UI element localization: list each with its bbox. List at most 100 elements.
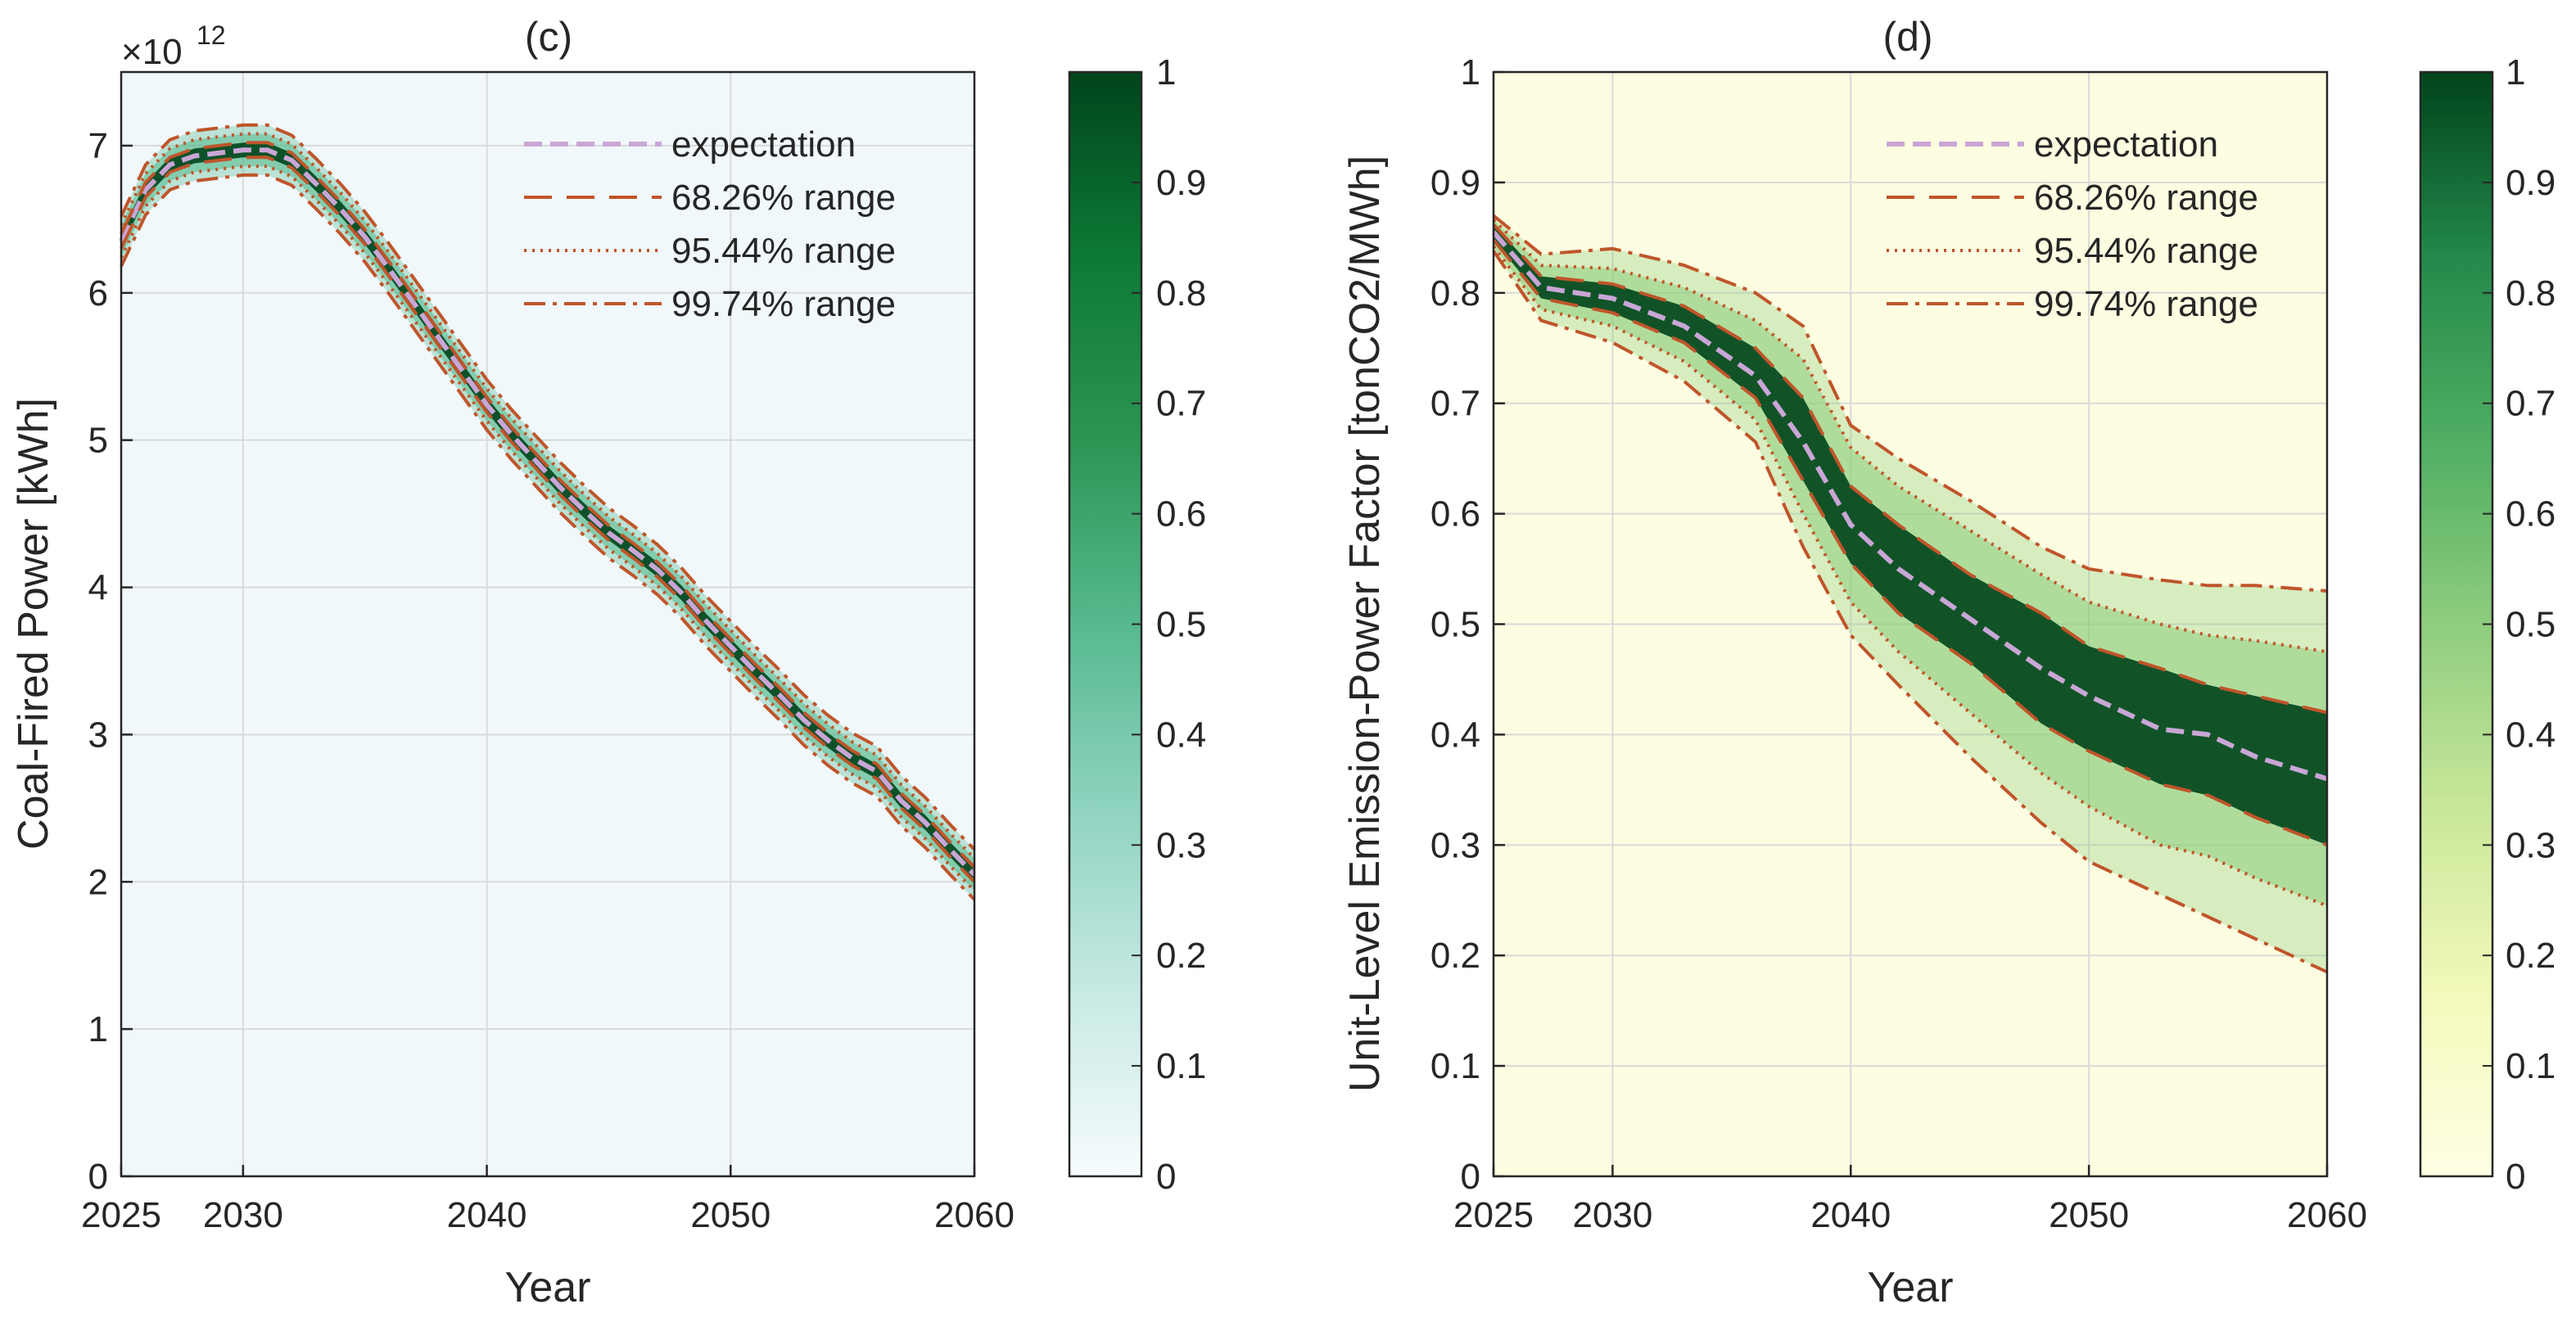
chart-d-line-99-74-lower xyxy=(1492,250,2328,974)
chart-c-ylabel: Coal-Fired Power [kWh] xyxy=(10,398,57,850)
chart-c-legend-label: 95.44% range xyxy=(671,231,896,271)
chart-c-ytick-label: 2 xyxy=(88,862,108,902)
chart-d-xlabel: Year xyxy=(1867,1264,1953,1311)
chart-c-colorbar-label: 0.7 xyxy=(1156,384,1206,424)
chart-d-line-95-44-upper xyxy=(1492,219,2328,654)
chart-c-x-ticks: 2025 2030 2040 2050 2060 xyxy=(81,1165,1015,1235)
chart-c-ytick-label: 7 xyxy=(88,126,108,166)
chart-d-xtick-label: 2050 xyxy=(2049,1195,2129,1235)
chart-d-ytick-label: 0.7 xyxy=(1430,384,1480,424)
chart-c-xtick-label: 2030 xyxy=(203,1195,283,1235)
chart-d-title: (d) xyxy=(1882,14,1932,60)
chart-c-line-99-74-lower xyxy=(120,173,976,901)
chart-c-exponent-power: 12 xyxy=(197,20,226,50)
chart-d-xtick-label: 2060 xyxy=(2287,1195,2367,1235)
chart-d-legend: expectation 68.26% range 95.44% range 99.74… xyxy=(1887,124,2258,324)
chart-c-xtick-label: 2025 xyxy=(81,1195,161,1235)
chart-d-colorbar-label: 0 xyxy=(2506,1157,2525,1197)
chart-d-series-lines xyxy=(1491,214,2328,974)
chart-d-colorbar-label: 0.5 xyxy=(2506,605,2556,645)
chart-c-xlabel: Year xyxy=(504,1264,590,1311)
chart-c-colorbar-label: 0 xyxy=(1156,1157,1176,1197)
chart-d-ytick-label: 0.5 xyxy=(1430,605,1480,645)
chart-d-ytick-label: 1 xyxy=(1461,52,1480,92)
chart-d-ytick-label: 0.8 xyxy=(1430,273,1480,314)
chart-d-xtick-label: 2040 xyxy=(1810,1195,1891,1235)
chart-c-xtick-label: 2060 xyxy=(934,1195,1015,1235)
chart-d-ylabel: Unit-Level Emission-Power Factor [tonCO2… xyxy=(1341,156,1389,1092)
chart-d-legend-label: 95.44% range xyxy=(2034,231,2258,271)
chart-c-y-ticks: 0 1 2 3 4 5 6 7 xyxy=(88,126,133,1197)
chart-c-colorbar: 0 0.1 0.2 0.3 0.4 0.5 0.6 0.7 0.8 0.9 1 xyxy=(1068,52,1206,1197)
chart-d-colorbar-label: 0.2 xyxy=(2506,936,2556,976)
chart-c-legend-label: 99.74% range xyxy=(671,284,896,324)
chart-c-legend: expectation 68.26% range 95.44% range 99.74… xyxy=(524,124,896,324)
chart-d-xtick-label: 2025 xyxy=(1453,1195,1534,1235)
chart-c-colorbar-label: 0.3 xyxy=(1156,825,1206,865)
chart-d-xtick-label: 2030 xyxy=(1572,1195,1652,1235)
chart-d-line-expectation xyxy=(1491,230,2328,782)
chart-c-ytick-label: 0 xyxy=(88,1157,108,1197)
chart-c-colorbar-label: 0.2 xyxy=(1156,936,1206,976)
chart-c-colorbar-label: 0.1 xyxy=(1156,1046,1206,1086)
chart-c-ytick-label: 6 xyxy=(88,273,108,314)
chart-d-y-ticks: 0 0.1 0.2 0.3 0.4 0.5 0.6 0.7 0.8 0.9 1 xyxy=(1430,52,1505,1197)
chart-c-exponent: ×10 12 xyxy=(121,20,226,72)
chart-c-ytick-label: 1 xyxy=(88,1009,108,1049)
chart-c-line-68-26-upper xyxy=(120,141,976,869)
chart-d-colorbar-label: 0.1 xyxy=(2506,1046,2556,1086)
chart-c-colorbar-label: 0.8 xyxy=(1156,273,1206,314)
chart-c-legend-label: expectation xyxy=(671,124,856,165)
chart-c-colorbar-label: 1 xyxy=(1156,52,1176,92)
chart-c-legend-label: 68.26% range xyxy=(671,178,896,218)
chart-d-colorbar: 0 0.1 0.2 0.3 0.4 0.5 0.6 0.7 0.8 0.9 1 xyxy=(2419,52,2556,1197)
chart-d-ytick-label: 0 xyxy=(1461,1157,1480,1197)
chart-d-axes-box xyxy=(1492,70,2329,1178)
chart-c-line-95-44-upper xyxy=(120,132,976,860)
chart-d-colorbar-label: 0.6 xyxy=(2506,494,2556,535)
chart-c-ytick-label: 4 xyxy=(88,568,108,608)
chart-d-ytick-label: 0.2 xyxy=(1430,936,1480,976)
chart-c-colorbar-label: 0.6 xyxy=(1156,494,1206,535)
chart-d-colorbar-label: 1 xyxy=(2506,52,2525,92)
chart-c-title: (c) xyxy=(525,14,572,60)
chart-c-xtick-label: 2050 xyxy=(690,1195,771,1235)
chart-c-axes-box xyxy=(120,70,976,1178)
chart-c-grid xyxy=(121,72,974,1176)
chart-c-line-expectation xyxy=(119,147,977,877)
chart-c-colorbar-label: 0.5 xyxy=(1156,605,1206,645)
chart-d-colorbar-scale xyxy=(2419,70,2494,1178)
chart-d-colorbar-label: 0.3 xyxy=(2506,825,2556,865)
chart-d-ytick-label: 0.4 xyxy=(1430,715,1480,755)
chart-d-ytick-label: 0.9 xyxy=(1430,163,1480,203)
chart-d-x-ticks: 2025 2030 2040 2050 2060 xyxy=(1453,1165,2367,1235)
chart-d-line-68-26-lower xyxy=(1492,238,2328,847)
chart-c-exponent-base: ×10 xyxy=(121,32,183,72)
chart-d-ytick-label: 0.1 xyxy=(1430,1046,1480,1086)
chart-c-line-68-26-lower xyxy=(120,156,976,883)
chart-c-plot-area xyxy=(121,72,974,1176)
chart-d-legend-label: 99.74% range xyxy=(2034,284,2258,324)
chart-d-line-95-44-lower xyxy=(1492,245,2328,908)
chart-d-line-68-26-upper xyxy=(1492,223,2328,715)
chart-d-ytick-label: 0.6 xyxy=(1430,494,1480,535)
chart-c-ytick-label: 5 xyxy=(88,421,108,461)
chart-d-colorbar-label: 0.7 xyxy=(2506,384,2556,424)
chart-c-colorbar-label: 0.4 xyxy=(1156,715,1206,755)
chart-c-colorbar-scale xyxy=(1068,70,1143,1178)
chart-c-colorbar-label: 0.9 xyxy=(1156,163,1206,203)
panel-d: (d) 00.10.20.30.40.50.60.70.80.91 2025 20… xyxy=(1341,14,2556,1311)
chart-d-core-band xyxy=(1494,224,2327,846)
chart-c-xtick-label: 2040 xyxy=(447,1195,527,1235)
chart-c-line-99-74-upper xyxy=(120,123,976,851)
chart-d-colorbar-label: 0.9 xyxy=(2506,163,2556,203)
chart-c-series-lines xyxy=(119,123,977,901)
chart-d-line-99-74-upper xyxy=(1492,214,2328,593)
chart-d-ytick-label: 0.3 xyxy=(1430,825,1480,865)
chart-c-line-95-44-lower xyxy=(120,165,976,892)
chart-d-colorbar-label: 0.4 xyxy=(2506,715,2556,755)
chart-d-legend-label: expectation xyxy=(2034,124,2218,165)
chart-d-legend-label: 68.26% range xyxy=(2034,178,2258,218)
